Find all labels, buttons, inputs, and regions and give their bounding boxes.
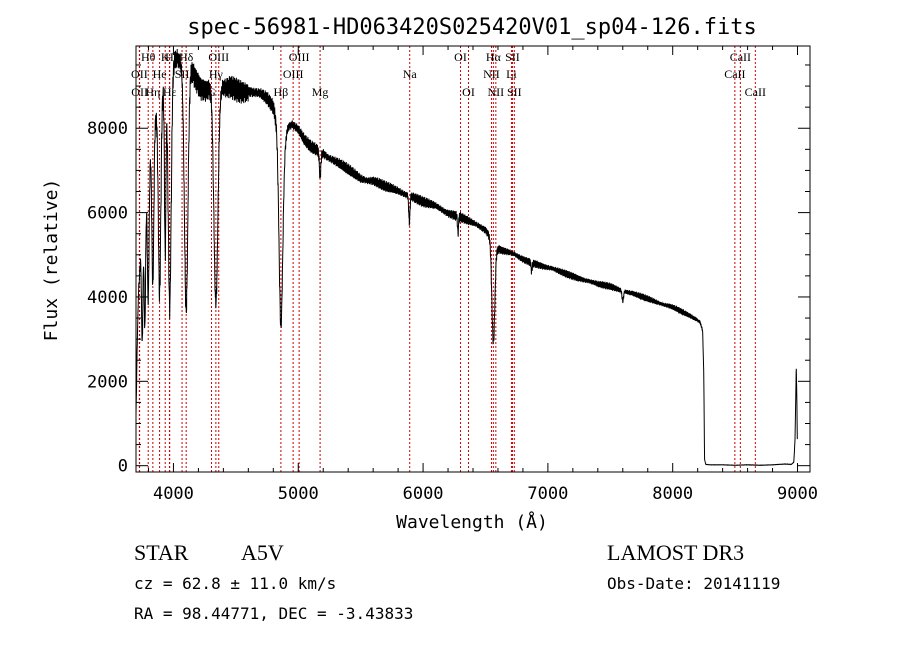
line-marker-label: OII bbox=[131, 67, 148, 81]
line-marker-label: Li bbox=[506, 67, 517, 81]
line-marker-label: Hα bbox=[486, 50, 502, 64]
line-marker-label: Hγ bbox=[209, 67, 224, 81]
x-tick-label: 4000 bbox=[153, 484, 194, 504]
line-marker-label: OIII bbox=[289, 50, 310, 64]
spectrum-line bbox=[135, 48, 798, 467]
y-tick-label: 0 bbox=[118, 457, 128, 477]
line-marker-label: OI bbox=[454, 50, 467, 64]
coordinates: RA = 98.44771, DEC = -3.43833 bbox=[134, 604, 413, 623]
x-tick-label: 6000 bbox=[403, 484, 444, 504]
object-type: STAR bbox=[134, 540, 189, 565]
chart-title: spec-56981-HD063420S025420V01_sp04-126.f… bbox=[187, 15, 757, 40]
line-marker-label: Mg bbox=[312, 85, 329, 99]
spectral-subclass: A5V bbox=[241, 540, 284, 565]
line-marker-label: OII bbox=[131, 85, 148, 99]
y-tick-label: 8000 bbox=[87, 119, 128, 139]
line-markers bbox=[138, 46, 756, 472]
line-marker-label: Hε bbox=[163, 85, 177, 99]
y-tick-label: 4000 bbox=[87, 288, 128, 308]
line-marker-label: Na bbox=[403, 67, 418, 81]
line-marker-label: SII bbox=[505, 50, 520, 64]
line-marker-label: OIII bbox=[283, 67, 304, 81]
line-marker-label: OI bbox=[462, 85, 475, 99]
line-marker-labels: HθOIIOIIHηHeKHεHSIIHδHγGOIIIHβOIIIOIIIMg… bbox=[131, 50, 766, 99]
observation-date: Obs-Date: 20141119 bbox=[607, 574, 780, 593]
survey-name: LAMOST DR3 bbox=[607, 540, 744, 565]
line-marker-label: G bbox=[207, 85, 216, 99]
line-marker-label: OIII bbox=[208, 50, 229, 64]
line-marker-label: NII bbox=[488, 85, 505, 99]
x-axis-label: Wavelength (Å) bbox=[396, 511, 548, 533]
y-axis-label: Flux (relative) bbox=[41, 179, 62, 342]
x-tick-label: 5000 bbox=[278, 484, 319, 504]
x-tick-label: 9000 bbox=[777, 484, 818, 504]
plot-frame bbox=[135, 45, 811, 473]
line-marker-label: Hθ bbox=[141, 50, 156, 64]
x-tick-label: 7000 bbox=[527, 484, 568, 504]
y-tick-label: 2000 bbox=[87, 372, 128, 392]
y-axis-ticks: 0 2000 4000 6000 8000 bbox=[87, 64, 810, 477]
line-marker-label: Hβ bbox=[274, 85, 289, 99]
line-marker-label: NII bbox=[483, 67, 500, 81]
y-tick-label: 6000 bbox=[87, 204, 128, 224]
line-marker-label: CaII bbox=[724, 67, 745, 81]
line-marker-label: CaII bbox=[730, 50, 751, 64]
line-marker-label: He bbox=[153, 67, 167, 81]
x-tick-label: 8000 bbox=[652, 484, 693, 504]
line-marker-label: SII bbox=[507, 85, 522, 99]
line-marker-label: Hδ bbox=[179, 50, 194, 64]
redshift-cz: cz = 62.8 ± 11.0 km/s bbox=[134, 574, 336, 593]
line-marker-label: CaII bbox=[745, 85, 766, 99]
line-marker-label: Hη bbox=[145, 85, 160, 99]
line-marker-label: K bbox=[161, 50, 170, 64]
line-marker-label: H bbox=[165, 50, 174, 64]
x-axis-ticks: 4000 5000 6000 7000 8000 9000 bbox=[147, 46, 818, 504]
